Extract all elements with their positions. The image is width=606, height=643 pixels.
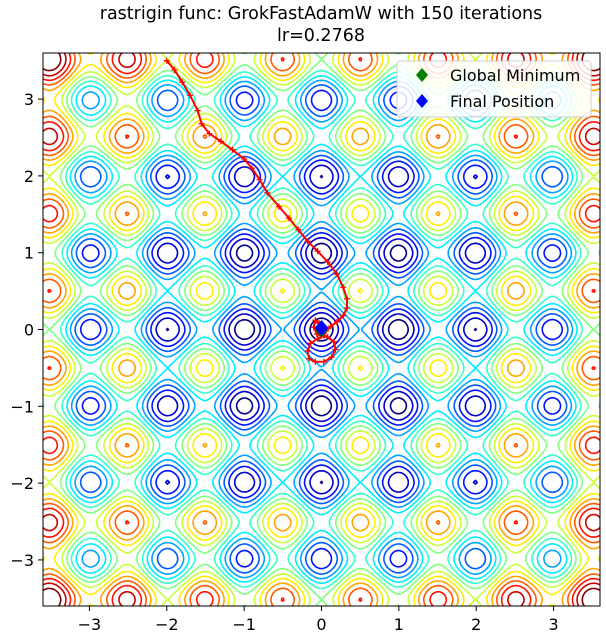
trajectory-point xyxy=(344,304,351,311)
y-tick-label: 3 xyxy=(24,90,34,109)
trajectory-point xyxy=(306,355,313,362)
contour-level-11 xyxy=(43,53,600,606)
x-tick-label: 1 xyxy=(394,615,404,634)
chart-subtitle: lr=0.2768 xyxy=(277,26,365,46)
y-tick-label: 0 xyxy=(24,321,34,340)
contour-level-5 xyxy=(69,79,574,580)
trajectory-point xyxy=(229,146,236,153)
legend: Global Minimum Final Position xyxy=(396,60,592,118)
trajectory-point xyxy=(171,66,178,73)
contour-level-1 xyxy=(165,174,478,485)
x-tick-label: −2 xyxy=(155,615,179,634)
trajectory-point xyxy=(324,334,331,341)
trajectory-point xyxy=(324,258,331,265)
trajectory-point xyxy=(333,318,340,325)
x-tick-label: −3 xyxy=(78,615,102,634)
trajectory-point xyxy=(314,248,321,255)
contour-level-4 xyxy=(74,84,569,575)
trajectory-point xyxy=(275,203,282,210)
trajectory-point xyxy=(327,323,334,330)
trajectory-point xyxy=(264,189,271,196)
trajectory xyxy=(163,57,351,365)
trajectory-point xyxy=(241,155,248,162)
final-position-marker xyxy=(314,319,329,336)
x-tick-label: 0 xyxy=(316,615,326,634)
trajectory-point xyxy=(304,348,311,355)
legend-label-final-position: Final Position xyxy=(450,92,554,111)
trajectory-point xyxy=(186,92,193,99)
trajectory-point xyxy=(328,354,335,361)
trajectory-point xyxy=(333,271,340,278)
contour-level-2 xyxy=(155,164,488,495)
y-tick-label: −2 xyxy=(10,474,34,493)
x-tick-label: 3 xyxy=(548,615,558,634)
contour-level-6 xyxy=(65,75,578,584)
chart-title: rastrigin func: GrokFastAdamW with 150 i… xyxy=(99,4,543,24)
markers xyxy=(314,319,329,338)
trajectory-point xyxy=(340,312,347,319)
trajectory-point xyxy=(330,338,337,345)
trajectory-point xyxy=(206,130,213,137)
trajectory-point xyxy=(320,358,327,365)
trajectory-point xyxy=(248,165,255,172)
x-tick-label: 2 xyxy=(471,615,481,634)
y-tick-label: −1 xyxy=(10,397,34,416)
trajectory-point xyxy=(194,107,201,114)
contour-level-7 xyxy=(59,69,584,590)
y-tick-label: 1 xyxy=(24,244,34,263)
contour-level-13 xyxy=(43,53,600,606)
trajectory-point xyxy=(217,138,224,145)
legend-box xyxy=(396,60,592,118)
y-tick-label: −3 xyxy=(10,551,34,570)
legend-marker-final-position xyxy=(416,94,428,108)
x-axis: −3 −2 −1 0 1 2 3 xyxy=(78,606,559,634)
trajectory-point xyxy=(295,226,302,233)
trajectory-point xyxy=(314,335,321,342)
trajectory-point xyxy=(332,346,339,353)
x-tick-label: −1 xyxy=(232,615,256,634)
trajectory-point xyxy=(163,57,170,64)
trajectory-point xyxy=(286,215,293,222)
trajectory-point xyxy=(312,317,319,324)
trajectory-point xyxy=(198,120,205,127)
trajectory-point xyxy=(340,284,347,291)
trajectory-point xyxy=(179,79,186,86)
trajectory-point xyxy=(312,358,319,365)
trajectory-point xyxy=(344,295,351,302)
legend-label-global-minimum: Global Minimum xyxy=(450,66,580,85)
legend-marker-global-minimum xyxy=(416,68,428,82)
trajectory-point xyxy=(304,238,311,245)
contour-level-3 xyxy=(79,89,564,570)
trajectory-point xyxy=(256,176,263,183)
y-axis: −3 −2 −1 0 1 2 3 xyxy=(10,90,43,570)
y-tick-label: 2 xyxy=(24,167,34,186)
trajectory-point xyxy=(307,340,314,347)
